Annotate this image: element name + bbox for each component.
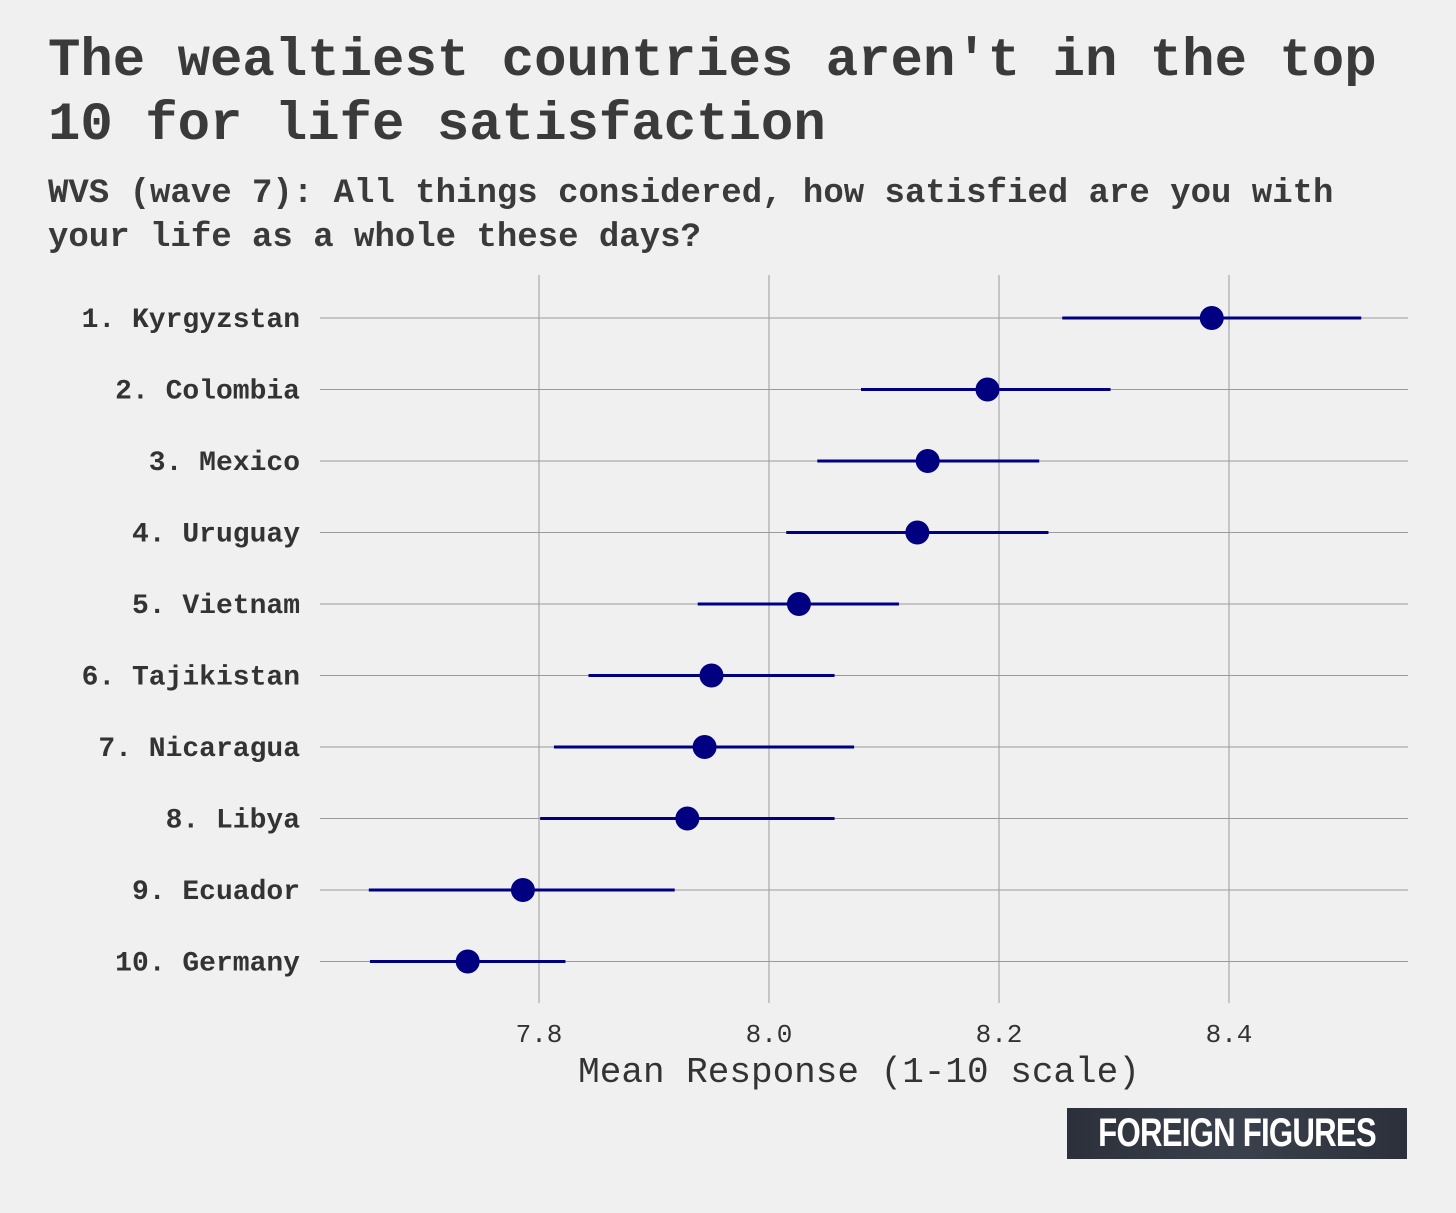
x-tick-label: 7.8 bbox=[516, 1020, 563, 1050]
mean-point bbox=[915, 449, 940, 473]
x-axis-title: Mean Response (1-10 scale) bbox=[578, 1052, 1140, 1093]
country-label: 8. Libya bbox=[166, 806, 301, 837]
x-tick-label: 8.0 bbox=[746, 1020, 793, 1050]
mean-point bbox=[510, 878, 535, 902]
mean-point bbox=[692, 735, 717, 759]
foreign-figures-logo: FOREIGN FIGURES bbox=[1067, 1108, 1407, 1159]
mean-point bbox=[905, 520, 930, 545]
logo-text: FOREIGN FIGURES bbox=[1098, 1111, 1377, 1155]
country-label: 2. Colombia bbox=[115, 377, 300, 408]
chart-title: The wealtiest countries aren't in the to… bbox=[48, 31, 1377, 156]
mean-point bbox=[455, 949, 480, 974]
interval-layer bbox=[368, 316, 1362, 963]
country-label: 4. Uruguay bbox=[132, 520, 300, 551]
mean-point bbox=[675, 806, 700, 831]
mean-point bbox=[975, 377, 1000, 402]
country-label: 3. Mexico bbox=[149, 448, 300, 479]
country-label: 6. Tajikistan bbox=[82, 663, 300, 694]
label-layer: 7.8 8.0 8.2 8.4 1. Kyrgyzstan 2. Colombia 3. M… bbox=[82, 305, 1253, 1050]
x-tick-label: 8.2 bbox=[976, 1020, 1023, 1050]
mean-point bbox=[786, 592, 811, 616]
grid-layer bbox=[320, 275, 1408, 1003]
chart-subtitle: WVS (wave 7): All things considered, how… bbox=[48, 175, 1334, 257]
country-label: 7. Nicaragua bbox=[98, 734, 300, 765]
country-label: 9. Ecuador bbox=[132, 877, 300, 908]
mean-point bbox=[699, 663, 724, 688]
mean-point bbox=[1199, 306, 1224, 330]
x-tick-label: 8.4 bbox=[1206, 1020, 1253, 1050]
country-label: 1. Kyrgyzstan bbox=[82, 305, 300, 336]
country-label: 5. Vietnam bbox=[132, 591, 300, 622]
point-layer bbox=[455, 306, 1224, 974]
country-label: 10. Germany bbox=[115, 949, 300, 980]
